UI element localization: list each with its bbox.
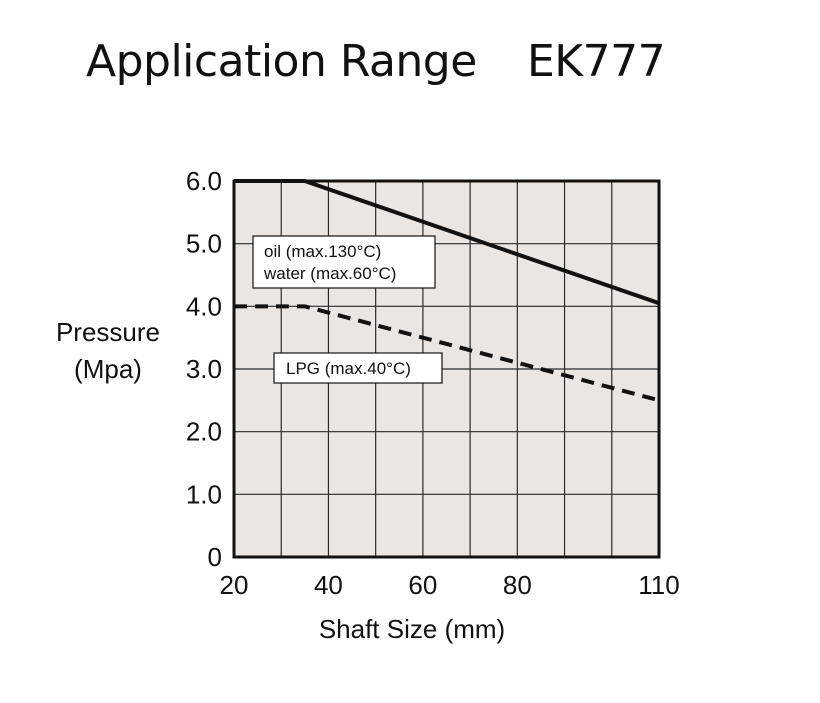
annotation-text-lpg: LPG (max.40°C) (286, 359, 411, 378)
chart-title: Application Range (86, 36, 477, 87)
y-tick-label: 6.0 (186, 166, 222, 196)
annotation-text-oil-water: oil (max.130°C) (264, 242, 381, 261)
annotation-text-oil-water: water (max.60°C) (263, 264, 396, 283)
x-axis-label: Shaft Size (mm) (319, 614, 505, 644)
chart-title-block: Application Range EK777 (86, 36, 666, 92)
plot-frame (232, 179, 661, 559)
y-tick-label: 1.0 (186, 479, 222, 509)
annotation-box-lpg (273, 352, 443, 384)
series-annotations: oil (max.130°C) water (max.60°C) LPG (max.… (252, 235, 443, 384)
model-number: EK777 (527, 36, 666, 87)
x-tick-label: 60 (408, 570, 437, 600)
y-tick-label: 0 (208, 542, 222, 572)
y-tick-labels: 0 1.0 2.0 3.0 4.0 5.0 6.0 (186, 166, 222, 572)
y-tick-label: 4.0 (186, 291, 222, 321)
x-tick-labels: 20 40 60 80 110 (220, 570, 680, 600)
y-axis-label-line-1: Pressure (56, 317, 160, 347)
y-tick-label: 2.0 (186, 417, 222, 447)
annotation-box-oil-water (252, 235, 436, 289)
series-lpg-line (234, 304, 660, 403)
x-tick-label: 110 (638, 570, 679, 600)
x-tick-label: 20 (220, 570, 249, 600)
y-tick-label: 5.0 (186, 229, 222, 259)
y-axis-label-line-2: (Mpa) (74, 354, 142, 384)
x-tick-label: 80 (503, 570, 532, 600)
y-tick-label: 3.0 (186, 354, 222, 384)
x-tick-label: 40 (314, 570, 343, 600)
